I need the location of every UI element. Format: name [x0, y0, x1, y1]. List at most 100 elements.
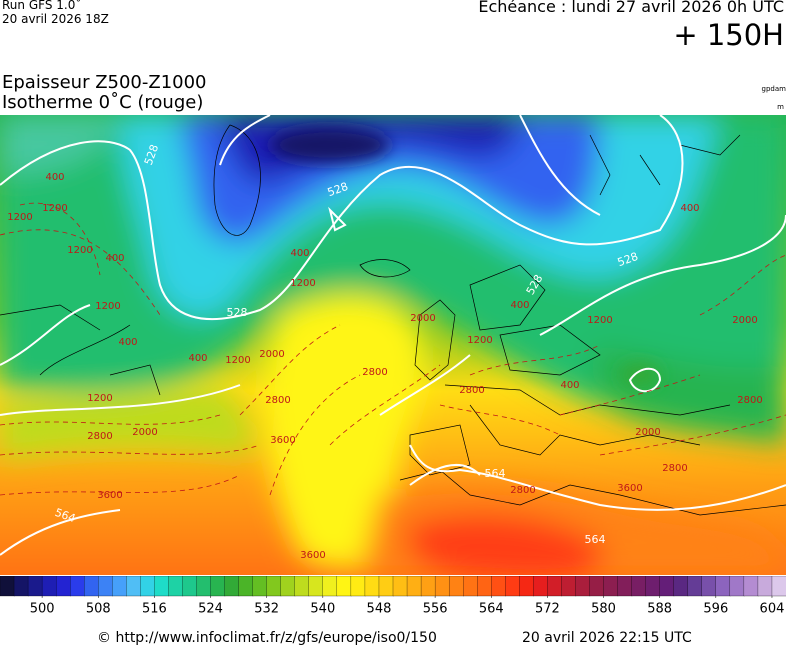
color-box — [70, 576, 85, 597]
color-box — [308, 576, 324, 597]
colorbar-tick-label: 516 — [142, 602, 167, 617]
color-box — [196, 576, 212, 597]
color-box — [98, 576, 113, 597]
isotherm-label: 400 — [118, 337, 137, 348]
color-box — [589, 576, 605, 597]
isotherm-label: 2000 — [410, 313, 435, 324]
color-box — [266, 576, 282, 597]
isotherm-label: 400 — [510, 300, 529, 311]
isotherm-label: 1200 — [290, 278, 315, 289]
valid-time: Echéance : lundi 27 avril 2026 0h UTC — [478, 0, 784, 16]
field — [0, 115, 786, 575]
color-box — [13, 576, 29, 597]
isotherm-label: 1200 — [67, 245, 92, 256]
isotherm-label: 2000 — [259, 349, 284, 360]
isotherm-label: 1200 — [42, 203, 67, 214]
isotherm-contours — [0, 202, 786, 496]
isotherm-label: 2800 — [459, 385, 484, 396]
color-box — [575, 576, 591, 597]
isotherm-label: 1200 — [87, 393, 112, 404]
unit-thickness: gpdam — [761, 85, 786, 93]
isotherm-label: 3600 — [300, 550, 325, 561]
isotherm-label: 400 — [188, 353, 207, 364]
colorbar-tick-label: 500 — [30, 602, 55, 617]
color-box — [0, 576, 15, 597]
isotherm-label: 2800 — [265, 395, 290, 406]
color-box — [126, 576, 142, 597]
color-box — [771, 576, 786, 597]
color-box — [631, 576, 647, 597]
color-box — [27, 576, 43, 597]
thickness-label: 564 — [485, 467, 506, 480]
isotherm-label: 1200 — [95, 301, 120, 312]
color-box — [406, 576, 422, 597]
colorbar: 500 508 516 524 532 540 548 556 564 572 580 588 596 6… — [0, 576, 786, 616]
colorbar-tick-label: 588 — [647, 602, 672, 617]
color-box — [701, 576, 717, 597]
isotherm-label: 400 — [105, 253, 124, 264]
color-box — [420, 576, 436, 597]
isotherm-label: 2000 — [635, 427, 660, 438]
isotherm-label: 400 — [290, 248, 309, 259]
color-box — [322, 576, 338, 597]
color-box — [392, 576, 408, 597]
colorbar-tick-label: 540 — [310, 602, 335, 617]
color-box — [491, 576, 506, 597]
color-box — [743, 576, 759, 597]
color-box — [603, 576, 619, 597]
color-box — [350, 576, 366, 597]
color-box — [561, 576, 577, 597]
colorbar-tick-label: 572 — [535, 602, 560, 617]
color-box — [224, 576, 240, 597]
isotherm-label: 400 — [560, 380, 579, 391]
colorbar-tick-label: 604 — [760, 602, 785, 617]
coastlines — [0, 124, 786, 516]
color-box — [505, 576, 520, 597]
color-box — [463, 576, 478, 597]
color-box — [336, 576, 352, 597]
isotherm-label: 3600 — [617, 483, 642, 494]
isotherm-label: 2800 — [662, 463, 687, 474]
map: 5285285285285285645645644001200120040012… — [0, 115, 786, 575]
color-box — [687, 576, 703, 597]
thickness-contours — [0, 115, 786, 556]
isotherm-label: 2800 — [87, 431, 112, 442]
color-box — [729, 576, 745, 597]
color-box — [280, 576, 296, 597]
color-box — [140, 576, 156, 597]
map-subtitle: Isotherme 0˚C (rouge) — [2, 92, 204, 113]
color-box — [41, 576, 57, 597]
isotherm-label: 2800 — [510, 485, 535, 496]
colorbar-tick-label: 532 — [254, 602, 279, 617]
color-box — [645, 576, 661, 597]
isotherm-label: 1200 — [467, 335, 492, 346]
color-box — [84, 576, 99, 597]
color-box — [378, 576, 394, 597]
thickness-label: 564 — [585, 533, 606, 546]
color-box — [112, 576, 127, 597]
color-box — [448, 576, 464, 597]
thickness-label: 528 — [227, 306, 248, 319]
color-box — [210, 576, 226, 597]
color-box — [673, 576, 689, 597]
color-box — [519, 576, 535, 597]
colorbar-tick-label: 580 — [591, 602, 616, 617]
unit-isotherm: m — [777, 103, 784, 111]
run-date: 20 avril 2026 18Z — [2, 12, 109, 26]
color-box — [238, 576, 254, 597]
source: © http://www.infoclimat.fr/z/gfs/europe/… — [97, 630, 437, 646]
colorbar-tick-label: 564 — [479, 602, 504, 617]
color-box — [715, 576, 731, 597]
isotherm-label: 3600 — [270, 435, 295, 446]
color-box — [659, 576, 675, 597]
color-box — [364, 576, 380, 597]
isotherm-label: 1200 — [225, 355, 250, 366]
colorbar-tick-label: 524 — [198, 602, 223, 617]
color-box — [533, 576, 549, 597]
color-box — [252, 576, 268, 597]
color-box — [477, 576, 492, 597]
color-box — [617, 576, 633, 597]
color-box — [434, 576, 450, 597]
run-label: Run GFS 1.0˚ — [2, 0, 82, 12]
